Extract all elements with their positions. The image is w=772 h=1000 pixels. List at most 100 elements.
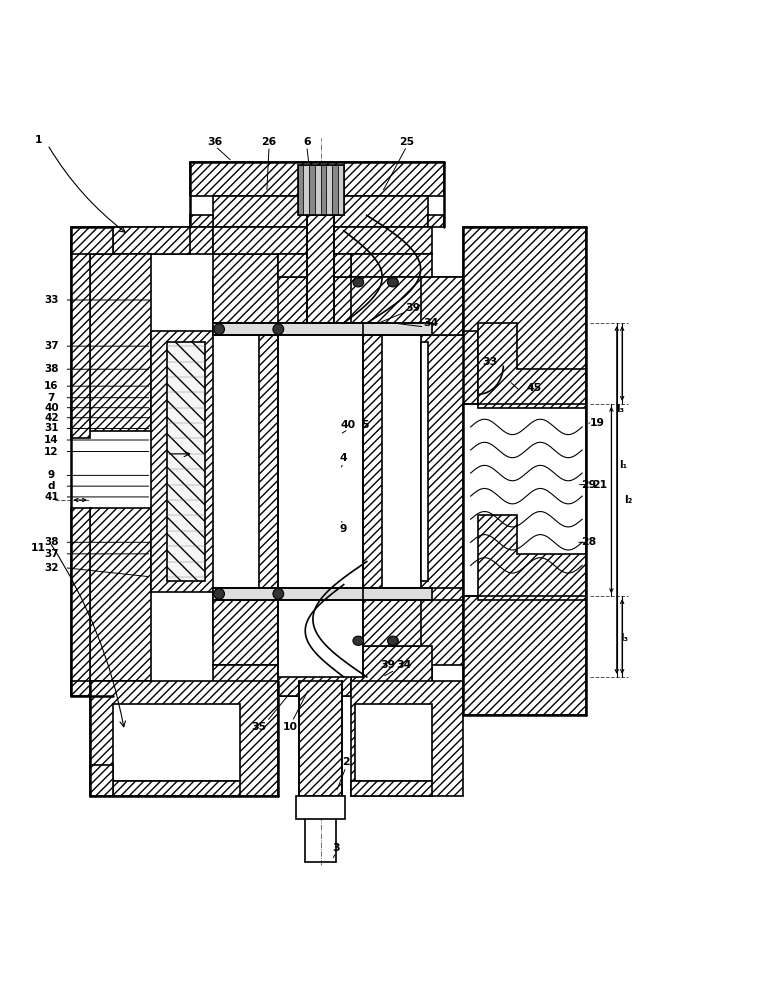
Text: 16: 16 bbox=[44, 381, 59, 391]
Polygon shape bbox=[213, 227, 432, 254]
Polygon shape bbox=[167, 342, 205, 581]
Polygon shape bbox=[351, 277, 421, 323]
Text: 45: 45 bbox=[527, 383, 541, 393]
Bar bbox=[320, 165, 327, 215]
Bar bbox=[309, 165, 315, 215]
Text: 28: 28 bbox=[581, 537, 596, 547]
Polygon shape bbox=[417, 277, 463, 335]
Text: 42: 42 bbox=[44, 413, 59, 423]
Bar bbox=[355, 704, 432, 781]
Text: 5: 5 bbox=[361, 420, 368, 430]
Text: 11: 11 bbox=[31, 543, 46, 553]
Text: l₃: l₃ bbox=[621, 633, 628, 643]
Polygon shape bbox=[213, 277, 463, 335]
Text: 10: 10 bbox=[283, 722, 297, 732]
Polygon shape bbox=[279, 646, 351, 696]
Bar bbox=[303, 165, 309, 215]
Polygon shape bbox=[213, 588, 463, 646]
Text: 40: 40 bbox=[44, 403, 59, 413]
Polygon shape bbox=[428, 215, 444, 227]
Bar bbox=[296, 796, 345, 819]
Text: 34: 34 bbox=[423, 318, 438, 328]
Text: 37: 37 bbox=[44, 341, 59, 351]
Polygon shape bbox=[463, 596, 586, 715]
Polygon shape bbox=[213, 588, 432, 600]
Polygon shape bbox=[70, 681, 113, 696]
Ellipse shape bbox=[273, 324, 283, 335]
Polygon shape bbox=[421, 342, 428, 581]
Polygon shape bbox=[113, 227, 213, 254]
Bar bbox=[113, 704, 240, 781]
Ellipse shape bbox=[353, 278, 364, 287]
Polygon shape bbox=[299, 681, 342, 796]
Polygon shape bbox=[70, 227, 113, 254]
Bar bbox=[338, 165, 344, 215]
Text: 33: 33 bbox=[482, 357, 497, 367]
Text: 33: 33 bbox=[44, 295, 59, 305]
Text: l₂: l₂ bbox=[624, 495, 632, 505]
Polygon shape bbox=[351, 681, 463, 796]
Polygon shape bbox=[190, 215, 213, 227]
Polygon shape bbox=[421, 331, 479, 592]
Polygon shape bbox=[463, 227, 586, 404]
Polygon shape bbox=[479, 515, 586, 600]
Polygon shape bbox=[351, 600, 421, 646]
Bar bbox=[315, 165, 320, 215]
Text: l₃: l₃ bbox=[616, 404, 624, 414]
Polygon shape bbox=[190, 162, 444, 196]
Text: 38: 38 bbox=[44, 364, 59, 374]
Text: 38: 38 bbox=[44, 537, 59, 547]
Polygon shape bbox=[306, 215, 334, 323]
Text: 9: 9 bbox=[340, 524, 347, 534]
Polygon shape bbox=[113, 781, 240, 796]
Text: 36: 36 bbox=[208, 137, 223, 147]
Text: l₁: l₁ bbox=[619, 460, 627, 470]
Text: 29: 29 bbox=[581, 480, 596, 490]
Polygon shape bbox=[90, 681, 151, 696]
Bar bbox=[279, 323, 363, 677]
Ellipse shape bbox=[214, 588, 225, 599]
Polygon shape bbox=[417, 600, 463, 665]
Polygon shape bbox=[151, 331, 213, 592]
Polygon shape bbox=[351, 254, 432, 277]
Polygon shape bbox=[463, 404, 586, 596]
Text: 2: 2 bbox=[342, 757, 350, 767]
Polygon shape bbox=[70, 242, 90, 438]
Bar bbox=[327, 165, 332, 215]
Text: 6: 6 bbox=[303, 137, 310, 147]
Text: 41: 41 bbox=[44, 492, 59, 502]
Text: 14: 14 bbox=[44, 435, 59, 445]
Polygon shape bbox=[113, 227, 190, 254]
Text: 39: 39 bbox=[405, 303, 421, 313]
Text: 31: 31 bbox=[44, 423, 59, 433]
Polygon shape bbox=[213, 665, 432, 696]
Polygon shape bbox=[90, 227, 113, 277]
Text: 37: 37 bbox=[44, 549, 59, 559]
Polygon shape bbox=[90, 765, 113, 796]
Text: 1: 1 bbox=[35, 135, 42, 145]
Polygon shape bbox=[90, 508, 151, 681]
Polygon shape bbox=[90, 254, 151, 431]
Polygon shape bbox=[213, 323, 432, 335]
Polygon shape bbox=[70, 508, 90, 696]
Polygon shape bbox=[279, 254, 351, 277]
Text: 35: 35 bbox=[252, 722, 266, 732]
Text: 32: 32 bbox=[44, 563, 59, 573]
Ellipse shape bbox=[388, 636, 398, 645]
Text: 34: 34 bbox=[396, 660, 411, 670]
Polygon shape bbox=[479, 323, 586, 408]
Text: 40: 40 bbox=[340, 420, 356, 430]
Polygon shape bbox=[213, 600, 279, 665]
Bar bbox=[297, 165, 303, 215]
Text: 3: 3 bbox=[332, 843, 340, 853]
Polygon shape bbox=[90, 681, 279, 796]
Text: 4: 4 bbox=[340, 453, 347, 463]
Polygon shape bbox=[259, 335, 279, 588]
Text: 25: 25 bbox=[399, 137, 415, 147]
Ellipse shape bbox=[388, 278, 398, 287]
Ellipse shape bbox=[273, 588, 283, 599]
Polygon shape bbox=[351, 781, 432, 796]
Polygon shape bbox=[213, 196, 428, 227]
Text: 19: 19 bbox=[590, 418, 605, 428]
Bar bbox=[332, 165, 338, 215]
